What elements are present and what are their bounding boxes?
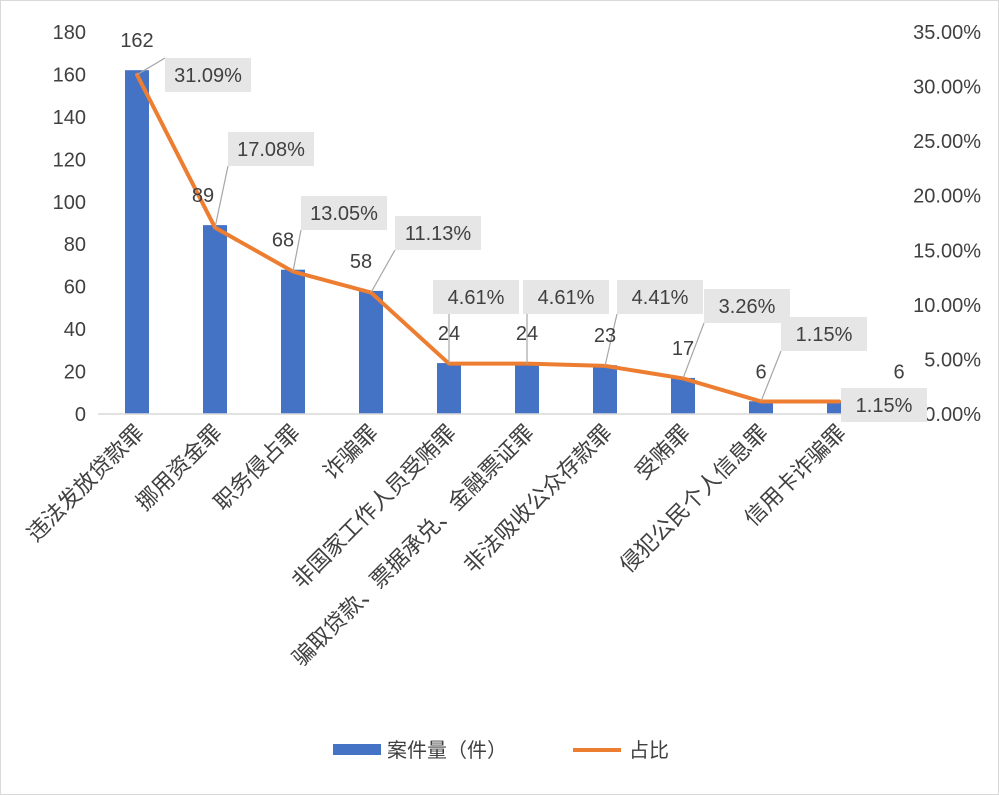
right-axis-tick-label: 30.00% — [913, 77, 981, 99]
right-axis-tick-label: 25.00% — [913, 131, 981, 153]
bar — [515, 363, 539, 414]
bar-value-label: 68 — [272, 230, 294, 252]
bar-value-label: 23 — [594, 325, 616, 347]
percent-label: 31.09% — [174, 65, 242, 87]
category-label: 职务侵占罪 — [210, 421, 305, 516]
category-label: 侵犯公民个人信息罪 — [616, 421, 774, 579]
bar-value-label: 162 — [120, 30, 153, 52]
percent-label-box — [704, 289, 790, 323]
bar-value-label: 6 — [755, 361, 766, 383]
bar-value-label: 6 — [893, 361, 904, 383]
legend-bar-swatch — [333, 744, 381, 755]
bar-value-label: 17 — [672, 338, 694, 360]
category-label: 违法发放贷款罪 — [23, 421, 150, 548]
right-axis-ticks: 0.00% 5.00% 10.00% 15.00% 20.00% 25.00% 30.00%… — [913, 22, 981, 426]
bar — [203, 225, 227, 414]
percent-label: 4.61% — [538, 287, 595, 309]
left-axis-tick-label: 40 — [64, 319, 86, 341]
category-label: 诈骗罪 — [319, 421, 383, 485]
right-axis-tick-label: 10.00% — [913, 295, 981, 317]
bar — [281, 269, 305, 414]
percent-label: 4.61% — [448, 287, 505, 309]
bar — [593, 365, 617, 414]
bar-value-label: 58 — [350, 251, 372, 273]
legend-bar-label: 案件量（件） — [387, 738, 507, 762]
left-axis-tick-label: 120 — [53, 149, 86, 171]
bar — [749, 401, 773, 414]
left-axis-ticks: 0 20 40 60 80 100 120 140 160 180 — [53, 22, 86, 426]
leader-line — [604, 313, 618, 367]
bar — [437, 363, 461, 414]
right-axis-tick-label: 20.00% — [913, 186, 981, 208]
percent-label: 13.05% — [310, 203, 378, 225]
percent-label: 17.08% — [237, 139, 305, 161]
left-axis-tick-label: 140 — [53, 107, 86, 129]
leader-line — [760, 350, 782, 402]
percent-label: 3.26% — [719, 296, 776, 318]
legend-line-label: 占比 — [629, 738, 669, 762]
left-axis-tick-label: 20 — [64, 362, 86, 384]
bar-value-label: 89 — [192, 185, 214, 207]
legend: 案件量（件） 占比 — [333, 738, 669, 762]
bar-value-label: 24 — [438, 323, 460, 345]
percent-label-box — [395, 216, 481, 250]
percent-labels: 31.09% 17.08% 13.05% 11.13% 4.61% 4.61% 4.41% 3… — [165, 58, 927, 422]
percent-label-box — [433, 280, 519, 314]
leader-line — [682, 322, 705, 379]
right-axis-tick-label: 5.00% — [924, 349, 981, 371]
percent-label-box — [617, 280, 703, 314]
bar-value-label: 24 — [516, 323, 538, 345]
percent-label-box — [523, 280, 609, 314]
left-axis-tick-label: 180 — [53, 22, 86, 44]
left-axis-tick-label: 160 — [53, 64, 86, 86]
right-axis-tick-label: 15.00% — [913, 240, 981, 262]
category-label: 受贿罪 — [631, 421, 695, 485]
leader-line — [214, 165, 229, 228]
left-axis-tick-label: 80 — [64, 234, 86, 256]
percent-label-box — [301, 196, 387, 230]
leader-lines — [136, 57, 782, 402]
line-series — [135, 72, 841, 404]
percent-label: 4.41% — [632, 287, 689, 309]
left-axis-tick-label: 0 — [75, 404, 86, 426]
bar-value-labels: 162 89 68 58 24 24 23 17 6 6 — [120, 30, 904, 383]
category-label: 非法吸收公众存款罪 — [460, 421, 618, 579]
bar — [359, 290, 383, 414]
left-axis-tick-label: 100 — [53, 192, 86, 214]
percent-label-box — [781, 317, 867, 351]
right-axis-tick-label: 0.00% — [924, 404, 981, 426]
right-axis-tick-label: 35.00% — [913, 22, 981, 44]
leader-line — [292, 229, 302, 272]
percent-label-box — [841, 388, 927, 422]
percent-label: 1.15% — [796, 324, 853, 346]
percent-label-box — [165, 58, 251, 92]
bar — [671, 377, 695, 414]
left-axis-tick-label: 60 — [64, 277, 86, 299]
percent-label: 11.13% — [405, 223, 472, 245]
leader-line — [136, 57, 166, 76]
percent-label: 1.15% — [856, 395, 913, 417]
leader-line — [370, 249, 396, 293]
bar-series — [125, 70, 851, 414]
bar — [125, 70, 149, 414]
percent-line — [135, 72, 841, 404]
percent-label-box — [228, 132, 314, 166]
